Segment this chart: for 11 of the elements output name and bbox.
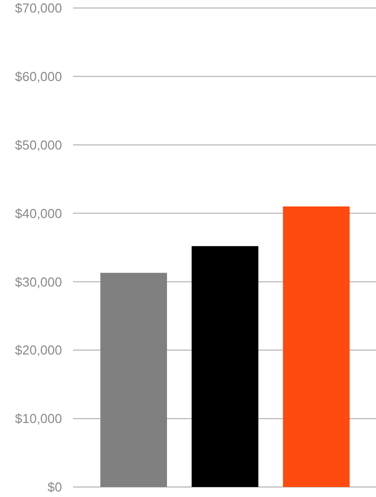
y-tick-label: $60,000 <box>15 68 62 84</box>
y-tick-label: $0 <box>48 480 62 495</box>
y-tick-label: $30,000 <box>15 274 62 290</box>
y-tick-label: $10,000 <box>15 411 62 426</box>
y-tick-label: $20,000 <box>15 342 62 358</box>
bar <box>282 206 350 487</box>
y-tick-label: $40,000 <box>15 206 62 221</box>
y-tick-label: $70,000 <box>15 0 62 16</box>
bar <box>192 246 258 487</box>
bar <box>100 272 168 487</box>
y-tick-label: $50,000 <box>15 137 62 152</box>
